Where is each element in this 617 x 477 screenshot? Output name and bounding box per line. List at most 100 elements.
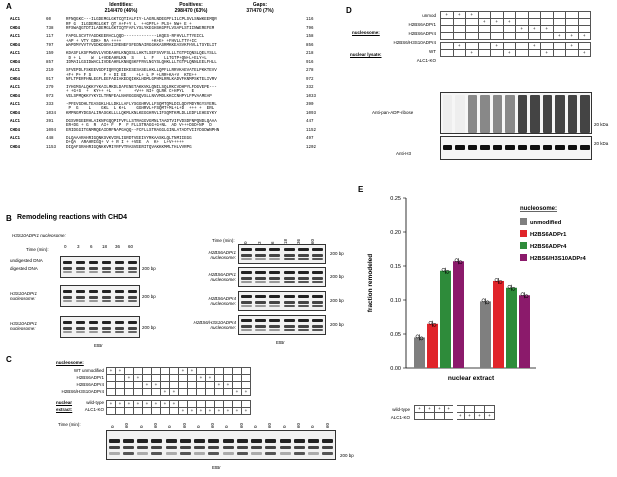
c-nuclear-label: nuclear: [56, 400, 73, 405]
gel-band: [455, 95, 465, 133]
d-lysate-row-1: ALC1-KO: [416, 58, 436, 63]
gel-band: [283, 254, 295, 257]
c-time-value: 0: [167, 425, 173, 428]
c-time-value: 60: [152, 422, 158, 428]
gel-band: [127, 331, 138, 333]
panel-b-title: Remodeling reactions with CHD4: [17, 214, 128, 221]
alignment-match-line: ER+DG + G R AI+ F P F FLLSTRAGG+G+NL AD …: [66, 124, 212, 129]
alignment-block: ALC1 333 -PFEVGDHLTEASGKLHLLDKLLAFLYSGGHRV…: [10, 103, 320, 117]
gel-band: [75, 267, 86, 270]
d-h2bs6-h3s10-4-cell: [502, 32, 516, 40]
chd4-line-start: 917: [46, 78, 54, 83]
d-kda-2: 20 kDa: [594, 141, 609, 146]
gel-band: [101, 271, 112, 273]
gel-band: [179, 452, 191, 455]
gel-band: [240, 271, 252, 274]
c-h2bs6-1-cell: +: [205, 374, 215, 382]
gel-band: [194, 446, 206, 449]
d-blot1-label: Anti-pan-ADP-ribose: [372, 110, 414, 115]
d-h2bs6-1-cell: [527, 18, 541, 26]
d-alc1ko-cell: [490, 49, 504, 57]
chd4-line-end: 796: [306, 27, 314, 32]
c-wt-unmod-cell: [196, 367, 206, 375]
d-unmod-cell: +: [465, 11, 479, 19]
legend-swatch: [520, 254, 527, 261]
alignment-match-line: +F+ P+ F S F + DI EE +L+ L P +LRR+KA+V K…: [66, 73, 197, 78]
c-h2bs6-1-cell: [232, 374, 242, 382]
alignment-match-line: D+QA ARAHRIGQ+ V + R I + +VEE A K+ L+V++…: [66, 141, 185, 146]
d-alc1ko-cell: +: [465, 49, 479, 57]
alc1-line-start: 159: [46, 51, 54, 56]
gel-band: [283, 325, 295, 328]
data-point: [428, 320, 433, 325]
e-wt-cell: [452, 405, 465, 413]
d-unmod-cell: +: [440, 11, 454, 19]
gel-band: [293, 452, 305, 455]
d-h2bs6-1-cell: +: [502, 18, 516, 26]
d-alc1ko-cell: [552, 49, 566, 57]
chd4-line-seq: DIQAFSRAHRIGQNKKVMIYRFVTRASVEERITQVAKKKM…: [66, 145, 192, 150]
alc1-line-start: 60: [46, 18, 52, 22]
d-h2bs6-4-cell: +: [515, 25, 529, 33]
d-row-label-3: H2BS6/H3S10ADPr4: [393, 40, 436, 45]
alignment-block: ALC1 60 RFNQGKC---ILGDEMGLGKTCQTIALFIY-LAG…: [10, 18, 320, 32]
d-wt-cell: [465, 42, 479, 50]
d-h2bs6-4-cell: [465, 25, 479, 33]
gel-band: [269, 325, 281, 328]
gaps-header: Gaps: 37/470 (7%): [230, 2, 290, 14]
gel-band: [517, 145, 527, 150]
c-h2bs6-1-cell: [142, 374, 152, 382]
d-condition-grid: + + + + + + + + + + + + + + + + + + + +: [440, 11, 591, 57]
b-right-bp-4: 200 bp: [330, 322, 344, 327]
gel-band: [137, 452, 149, 455]
bar-h2bs6adpr1: [493, 280, 504, 368]
gel-band: [88, 290, 99, 293]
gel-band: [269, 254, 281, 257]
c-alc1ko-cell: +: [232, 407, 242, 415]
undigested-label: undigested DNA: [10, 258, 43, 263]
gel-band: [122, 439, 134, 443]
gel-band: [298, 248, 309, 251]
d-wt-cell: [577, 42, 591, 50]
gel-band: [283, 248, 295, 251]
c-wildtype-cell: +: [151, 400, 161, 408]
gel-band: [298, 305, 309, 307]
d-h2bs6-h3s10-4-cell: [490, 32, 504, 40]
gel-band: [108, 446, 120, 449]
gel-band: [240, 281, 252, 283]
gel-band: [137, 446, 149, 449]
data-point: [511, 286, 516, 291]
gel-band: [101, 267, 112, 270]
blot-anti-h3: [440, 136, 592, 160]
c-extract-row-1: ALC1-KO: [84, 407, 104, 412]
gel-band: [312, 329, 324, 331]
data-point: [445, 269, 450, 274]
c-alc1ko-cell: [142, 407, 152, 415]
gel-band: [322, 439, 334, 443]
c-extract-row-0: wild-type: [86, 400, 104, 405]
c-wt-unmod-cell: +: [115, 367, 125, 375]
alignment-match-line: RF G ILGDEMGLGKT QT A+F+Y L ++GPFL+ PLS+…: [66, 22, 192, 27]
c-time-value: 0: [110, 425, 115, 428]
gel-band: [222, 452, 234, 455]
gel-band: [269, 295, 281, 298]
y-tick-label: 0.25: [390, 196, 401, 202]
b-right-nucleosome-1: H2BS6ADPr1 nucleosome:: [208, 250, 236, 260]
c-h2bs6-h3s10-4-cell: +: [160, 388, 170, 396]
y-axis-label: fraction remodeled: [367, 254, 374, 313]
gel-band: [269, 281, 281, 283]
c-wt-unmod-cell: [124, 367, 134, 375]
e-alc1ko-cell: +: [464, 412, 475, 420]
alignment-block: ALC1 448 DLQAAARAHRIGQNKSVKVIRLIGRDTVEEIVY…: [10, 137, 320, 151]
d-alc1ko-cell: +: [577, 49, 591, 57]
gel-band: [283, 301, 295, 304]
alignment-match-line: + +G+S + KY++ +L + +V++ NI+ QLRK C+HPYL …: [66, 90, 195, 95]
b-time-values-right: 0 3 6 18 36 60: [243, 238, 315, 244]
legend-label: unmodified: [530, 220, 562, 226]
gel-band: [179, 439, 191, 443]
alc1-line-seq: FAPGLSCVTYAGDKEERACLQQD-------------LKQE…: [66, 34, 205, 39]
d-h2bs6-4-cell: [577, 25, 591, 33]
gel-band: [240, 301, 252, 304]
c-wildtype-cell: [241, 400, 251, 408]
e-wt-cell: +: [424, 405, 435, 413]
